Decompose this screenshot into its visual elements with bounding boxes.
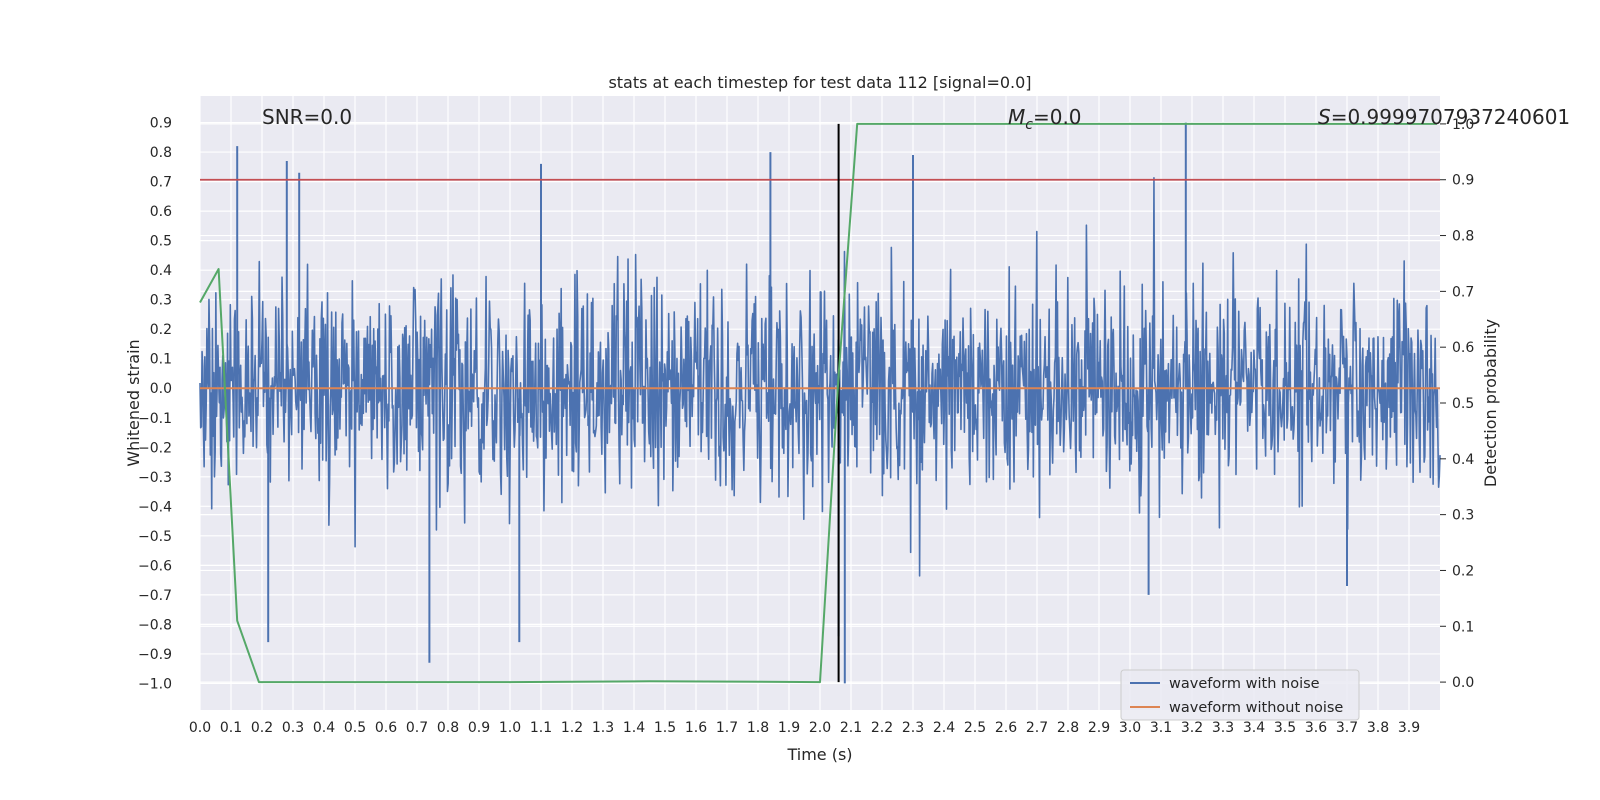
y-tick-label: 0.5 — [150, 234, 172, 250]
x-tick-label: 1.1 — [530, 720, 552, 736]
legend-label-noise: waveform with noise — [1169, 676, 1320, 692]
y-axis-ticks: −1.0 −0.9 −0.8 −0.7 −0.6 −0.5 −0.4 −0.3 −0.2 −0.1… — [138, 116, 172, 693]
x-tick-label: 0.5 — [344, 720, 366, 736]
x-tick-label: 2.5 — [964, 720, 986, 736]
x-tick-label: 0.7 — [406, 720, 428, 736]
y-tick-label: −0.5 — [138, 529, 172, 545]
x-tick-label: 0.0 — [189, 720, 211, 736]
y-tick-label: 0.4 — [150, 263, 172, 279]
chart-title: stats at each timestep for test data 112… — [608, 73, 1031, 92]
y2-tick-label: 0.3 — [1452, 508, 1474, 524]
x-tick-label: 3.8 — [1367, 720, 1389, 736]
x-tick-label: 3.3 — [1212, 720, 1234, 736]
x-tick-label: 3.1 — [1150, 720, 1172, 736]
x-tick-label: 0.2 — [251, 720, 273, 736]
y2-tick-label: 0.0 — [1452, 675, 1474, 691]
x-tick-label: 3.2 — [1181, 720, 1203, 736]
y2-tick-label: 0.4 — [1452, 452, 1474, 468]
x-tick-label: 3.0 — [1119, 720, 1141, 736]
x-tick-label: 1.6 — [685, 720, 707, 736]
annotation-s-value: =0.9999707937240601 — [1331, 105, 1570, 129]
annotation-mc-value: =0.0 — [1033, 105, 1082, 129]
x-tick-label: 1.7 — [716, 720, 738, 736]
probability-line — [199, 122, 1437, 684]
y-tick-label: −0.6 — [138, 558, 172, 574]
x-tick-label: 0.8 — [437, 720, 459, 736]
x-tick-label: 0.6 — [375, 720, 397, 736]
x-tick-label: 2.1 — [840, 720, 862, 736]
y-tick-label: 0.8 — [150, 145, 172, 161]
x-tick-label: 1.9 — [778, 720, 800, 736]
x-tick-label: 3.5 — [1274, 720, 1296, 736]
legend-label-clean: waveform without noise — [1169, 700, 1343, 716]
y-tick-label: 0.0 — [150, 381, 172, 397]
y-tick-label: 0.1 — [150, 352, 172, 368]
y-tick-label: −0.8 — [138, 617, 172, 633]
y2-tick-label: 0.5 — [1452, 396, 1474, 412]
x-tick-label: 3.9 — [1398, 720, 1420, 736]
y2-tick-label: 0.8 — [1452, 229, 1474, 245]
noise-waveform-line — [199, 176, 1441, 577]
y2-tick-label: 0.2 — [1452, 563, 1474, 579]
y-tick-label: −0.7 — [138, 588, 172, 604]
y2-axis-label: Detection probability — [1481, 319, 1500, 487]
y-tick-label: 0.6 — [150, 204, 172, 220]
annotation-mc: Mc=0.0 — [1008, 105, 1082, 133]
x-tick-label: 1.4 — [623, 720, 645, 736]
x-tick-label: 1.5 — [654, 720, 676, 736]
y-tick-label: 0.3 — [150, 293, 172, 309]
x-tick-label: 1.8 — [747, 720, 769, 736]
x-tick-label: 2.2 — [871, 720, 893, 736]
y-tick-label: −0.4 — [138, 499, 172, 515]
legend: waveform with noise waveform without noi… — [1120, 669, 1360, 721]
y2-tick-label: 0.7 — [1452, 284, 1474, 300]
y-tick-label: −0.1 — [138, 411, 172, 427]
x-tick-label: 3.6 — [1305, 720, 1327, 736]
y-tick-label: 0.7 — [150, 175, 172, 191]
y2-tick-label: 1.0 — [1452, 117, 1474, 133]
y2-tick-label: 0.9 — [1452, 173, 1474, 189]
x-tick-label: 1.0 — [499, 720, 521, 736]
reference-lines — [200, 123, 1440, 683]
y2-tick-label: 0.1 — [1452, 619, 1474, 635]
annotation-mc-subscript: c — [1025, 117, 1033, 133]
x-tick-label: 2.8 — [1057, 720, 1079, 736]
x-tick-label: 2.6 — [995, 720, 1017, 736]
y-tick-label: −1.0 — [138, 676, 172, 692]
annotation-s-symbol: S — [1318, 105, 1331, 129]
x-tick-label: 0.9 — [468, 720, 490, 736]
x-tick-label: 0.1 — [220, 720, 242, 736]
x-tick-label: 3.4 — [1243, 720, 1265, 736]
x-tick-label: 2.0 — [809, 720, 831, 736]
y-tick-label: −0.3 — [138, 470, 172, 486]
legend-frame — [1120, 669, 1360, 721]
x-tick-label: 2.4 — [933, 720, 955, 736]
y-tick-label: −0.9 — [138, 647, 172, 663]
annotation-mc-symbol: M — [1008, 105, 1025, 129]
x-tick-label: 1.3 — [592, 720, 614, 736]
y-tick-label: 0.9 — [150, 116, 172, 132]
annotation-snr: SNR=0.0 — [262, 105, 352, 129]
x-tick-label: 2.9 — [1088, 720, 1110, 736]
y-axis-label: Whitened strain — [124, 339, 143, 466]
x-tick-label: 0.4 — [313, 720, 335, 736]
x-tick-label: 1.2 — [561, 720, 583, 736]
x-axis-ticks: 0.0 0.1 0.2 0.3 0.4 0.5 0.6 0.7 0.8 0.9 1.0 1.1 1.2 1… — [189, 720, 1420, 736]
annotation-s: S=0.9999707937240601 — [1318, 105, 1570, 129]
y-tick-label: −0.2 — [138, 440, 172, 456]
series-detection-probability — [199, 122, 1437, 684]
series-waveform-with-noise — [199, 122, 1441, 684]
x-tick-label: 2.3 — [902, 720, 924, 736]
y-tick-label: 0.2 — [150, 322, 172, 338]
y2-tick-label: 0.6 — [1452, 340, 1474, 356]
x-tick-label: 0.3 — [282, 720, 304, 736]
y2-axis-ticks: 0.0 0.1 0.2 0.3 0.4 0.5 0.6 0.7 0.8 0.9 1.0 — [1440, 117, 1474, 691]
x-tick-label: 3.7 — [1336, 720, 1358, 736]
x-axis-label: Time (s) — [786, 745, 852, 764]
x-tick-label: 2.7 — [1026, 720, 1048, 736]
